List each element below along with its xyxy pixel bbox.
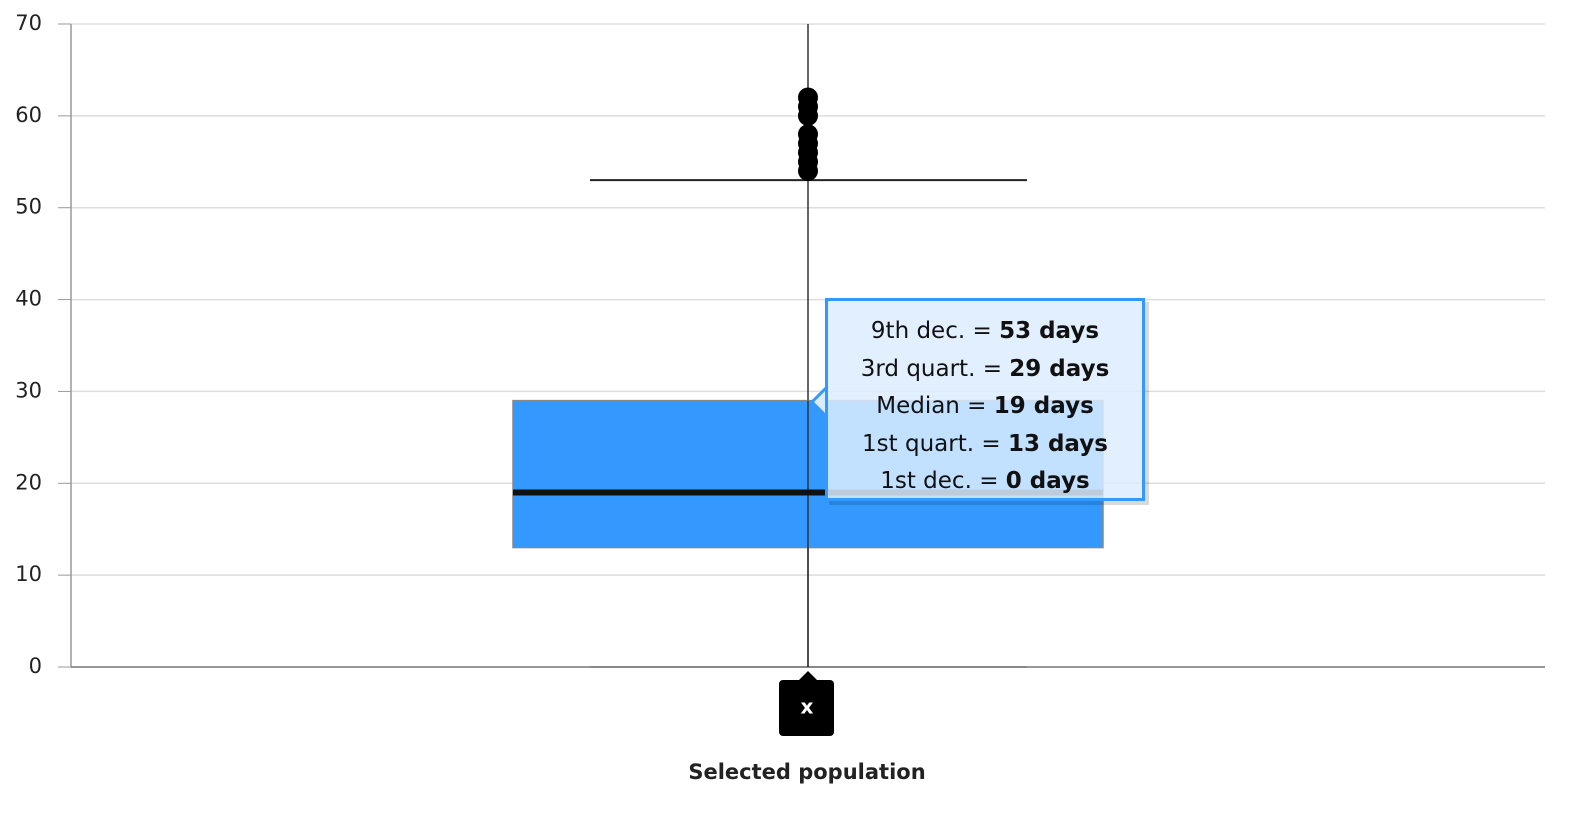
y-tick-label: 50 — [15, 195, 42, 219]
outlier — [798, 87, 818, 108]
marker-label: x — [801, 695, 814, 719]
tooltip-row: 1st dec. = 0 days — [828, 463, 1142, 501]
y-tick-label: 60 — [15, 103, 42, 127]
tooltip: 9th dec. = 53 days 3rd quart. = 29 days Me… — [825, 298, 1145, 501]
tooltip-value: 19 days — [993, 393, 1094, 419]
tooltip-label: 1st dec. = — [880, 468, 999, 494]
tooltip-label: 1st quart. = — [862, 430, 1001, 457]
y-tick-label: 30 — [15, 378, 42, 402]
y-tick-label: 20 — [15, 470, 42, 494]
outlier — [798, 124, 818, 145]
tooltip-value: 53 days — [999, 318, 1100, 344]
tooltip-label: 3rd quart. = — [860, 355, 1002, 382]
tooltip-value: 29 days — [1009, 355, 1110, 382]
tooltip-value: 13 days — [1007, 430, 1108, 457]
y-tick-label: 0 — [29, 654, 42, 678]
x-tick-label: Selected population — [688, 760, 925, 784]
tooltip-label: 9th dec. = — [870, 318, 992, 344]
y-tick-label: 10 — [15, 562, 42, 586]
category-marker — [779, 680, 834, 736]
y-tick-label: 70 — [15, 11, 42, 35]
tooltip-pointer — [809, 384, 830, 420]
tooltip-row: 9th dec. = 53 days — [828, 313, 1142, 351]
tooltip-row: 1st quart. = 13 days — [828, 426, 1142, 464]
tooltip-value: 0 days — [1005, 468, 1090, 494]
tooltip-row: Median = 19 days — [828, 388, 1142, 426]
y-tick-label: 40 — [15, 287, 42, 311]
tooltip-label: Median = — [876, 393, 987, 419]
tooltip-row: 3rd quart. = 29 days — [828, 351, 1142, 389]
